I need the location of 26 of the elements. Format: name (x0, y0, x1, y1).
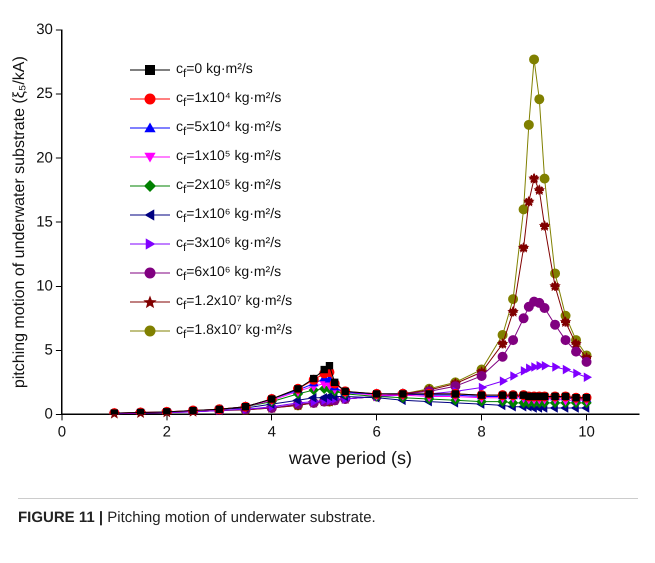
y-tick-label: 25 (36, 85, 53, 102)
legend-label: c$_{f}$=1x10⁴ kg·m²/s (176, 88, 282, 108)
legend-label: c$_{f}$=2x10⁵ kg·m²/s (176, 176, 282, 196)
x-axis-title: wave period (s) (288, 448, 412, 468)
legend-label: c$_{f}$=3x10⁶ kg·m²/s (176, 234, 282, 254)
x-tick-label: 10 (578, 424, 595, 441)
y-axis-title: pitching motion of underwater substrate (ξ₅/kA) (11, 56, 28, 388)
caption: FIGURE 11 | Pitching motion of underwater substrate. (18, 509, 376, 526)
y-tick-label: 30 (36, 21, 53, 38)
y-tick-label: 15 (36, 213, 53, 230)
y-tick-label: 5 (44, 341, 53, 358)
x-tick-label: 4 (268, 424, 276, 441)
legend-label: c$_{f}$=1x10⁶ kg·m²/s (176, 204, 282, 224)
y-tick-label: 0 (44, 406, 53, 423)
x-tick-label: 6 (372, 424, 381, 441)
x-tick-label: 2 (162, 424, 171, 441)
legend-label: c$_{f}$=6x10⁶ kg·m²/s (176, 262, 282, 282)
legend-label: c$_{f}$=1.8x10⁷ kg·m²/s (176, 320, 292, 340)
legend-label: c$_{f}$=1x10⁵ kg·m²/s (176, 146, 282, 166)
legend-label: c$_{f}$=1.2x10⁷ kg·m²/s (176, 292, 292, 312)
x-tick-label: 0 (58, 424, 66, 441)
legend-label: c$_{f}$=5x10⁴ kg·m²/s (176, 118, 282, 138)
y-tick-label: 20 (36, 149, 53, 166)
y-tick-label: 10 (36, 277, 53, 294)
legend-label: c$_{f}$=0 kg·m²/s (176, 60, 253, 80)
x-tick-label: 8 (477, 424, 486, 441)
